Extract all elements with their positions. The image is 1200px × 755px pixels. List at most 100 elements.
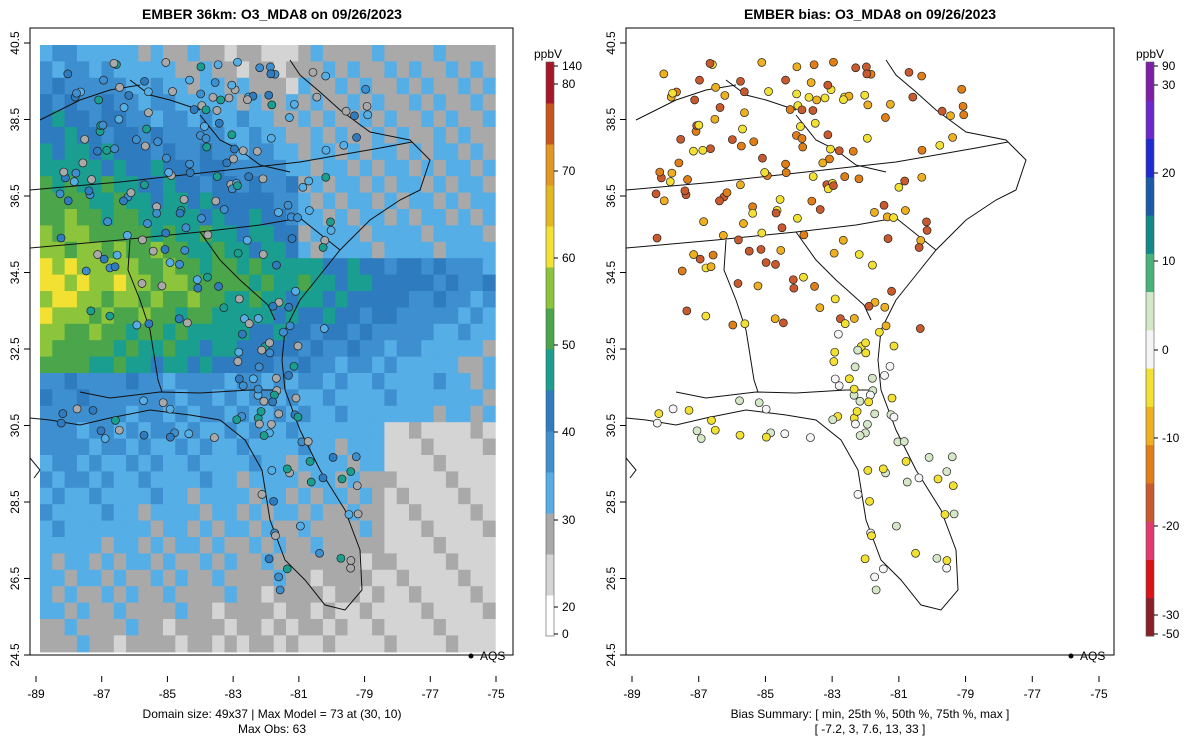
obs-point: [269, 496, 278, 506]
raster-cell: [138, 258, 152, 276]
raster-cell: [261, 569, 275, 587]
raster-cell: [138, 569, 152, 587]
right-bias-points: [651, 57, 969, 595]
raster-cell: [335, 307, 349, 325]
raster-cell: [298, 94, 312, 112]
raster-cell: [175, 487, 189, 505]
raster-cell: [372, 635, 385, 653]
raster-cell: [396, 241, 410, 259]
right-y-tick-label: 32.5: [604, 337, 618, 361]
obs-point: [181, 223, 191, 233]
bias-point: [735, 430, 745, 440]
raster-cell: [199, 258, 213, 276]
raster-cell: [163, 504, 176, 522]
raster-cell: [335, 45, 349, 62]
raster-cell: [126, 471, 139, 489]
raster-cell: [52, 258, 66, 276]
bias-point: [865, 496, 874, 506]
raster-cell: [40, 487, 53, 505]
raster-cell: [445, 504, 459, 522]
raster-cell: [482, 143, 496, 161]
raster-cell: [187, 143, 201, 161]
raster-cell: [175, 455, 189, 472]
raster-cell: [261, 619, 275, 636]
raster-cell: [409, 159, 422, 177]
raster-cell: [138, 340, 152, 358]
raster-cell: [298, 356, 312, 374]
obs-point: [308, 67, 318, 77]
obs-point: [219, 303, 229, 313]
right-title: EMBER bias: O3_MDA8 on 09/26/2023: [744, 6, 996, 22]
raster-cell: [212, 553, 226, 571]
bias-point: [676, 134, 686, 144]
right-x-tick-label: -75: [1090, 687, 1108, 701]
raster-cell: [286, 241, 299, 259]
raster-cell: [40, 225, 53, 243]
raster-cell: [421, 192, 435, 210]
raster-cell: [150, 537, 164, 554]
bias-point: [878, 564, 888, 574]
obs-point: [214, 282, 223, 291]
bias-point: [917, 172, 927, 182]
raster-cell: [101, 373, 115, 390]
raster-cell: [175, 586, 189, 604]
raster-cell: [249, 471, 262, 489]
raster-cell: [175, 635, 189, 653]
raster-cell: [310, 504, 324, 522]
raster-cell: [433, 94, 447, 112]
raster-cell: [396, 45, 410, 62]
raster-cell: [52, 274, 66, 292]
raster-cell: [150, 487, 164, 505]
raster-cell: [224, 389, 238, 407]
left-footer-domain: Domain size: 49x37 | Max Model = 73 at (…: [143, 707, 402, 721]
raster-cell: [298, 389, 312, 407]
raster-cell: [433, 455, 447, 472]
bias-point: [761, 258, 771, 267]
right-colorbar-band: [1146, 482, 1154, 522]
raster-cell: [433, 176, 447, 194]
raster-cell: [445, 225, 459, 243]
bias-point: [809, 60, 819, 70]
raster-cell: [421, 537, 435, 554]
raster-cell: [126, 61, 139, 79]
raster-cell: [335, 389, 349, 407]
raster-cell: [458, 619, 472, 636]
raster-cell: [335, 602, 349, 620]
raster-cell: [298, 635, 312, 653]
raster-cell: [421, 258, 435, 276]
raster-cell: [372, 389, 385, 407]
raster-cell: [224, 537, 238, 554]
bias-point: [854, 174, 864, 184]
raster-cell: [445, 307, 459, 325]
raster-cell: [138, 635, 152, 653]
raster-cell: [433, 471, 447, 489]
raster-cell: [150, 422, 164, 440]
raster-cell: [89, 619, 103, 636]
raster-cell: [175, 340, 189, 358]
bias-point: [868, 373, 877, 383]
bias-point: [916, 236, 926, 245]
raster-cell: [409, 553, 422, 571]
obs-point: [99, 254, 109, 264]
obs-point: [259, 396, 269, 406]
raster-cell: [470, 291, 484, 308]
bias-point: [870, 572, 880, 582]
raster-cell: [359, 61, 373, 79]
raster-cell: [64, 225, 78, 243]
raster-cell: [347, 209, 361, 226]
obs-point: [162, 153, 171, 163]
bias-point: [864, 397, 874, 407]
bias-point: [804, 92, 814, 102]
bias-point: [904, 67, 914, 77]
raster-cell: [470, 356, 484, 374]
raster-cell: [458, 77, 472, 95]
raster-cell: [163, 340, 176, 358]
raster-cell: [126, 389, 139, 407]
raster-cell: [396, 94, 410, 112]
obs-point: [328, 453, 338, 462]
raster-cell: [52, 307, 66, 325]
bias-point: [886, 99, 895, 109]
obs-point: [110, 262, 120, 272]
raster-cell: [409, 340, 422, 358]
raster-cell: [482, 504, 496, 522]
